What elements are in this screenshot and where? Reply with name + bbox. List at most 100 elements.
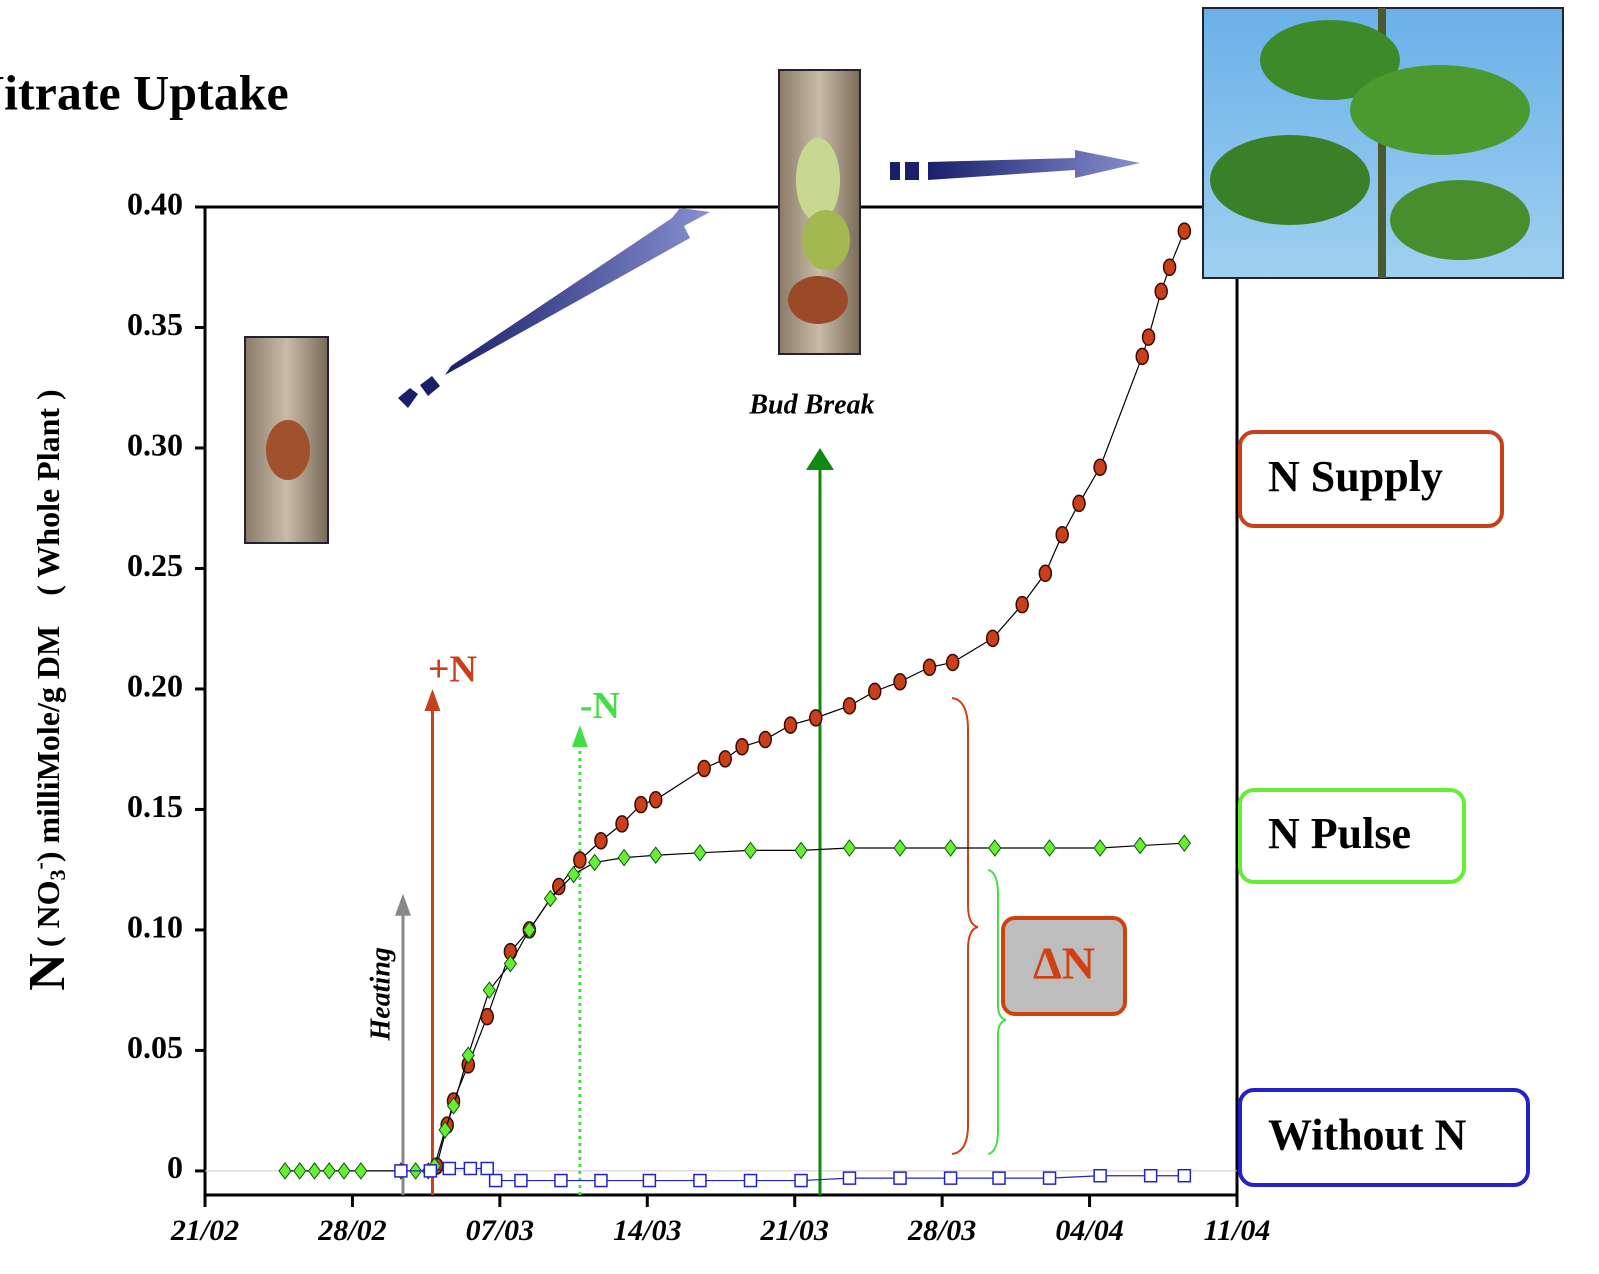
point: [794, 841, 808, 860]
event-arrow-head: [571, 725, 588, 748]
point: [522, 921, 536, 939]
event-label: Bud Break: [748, 389, 874, 420]
point: [552, 877, 566, 896]
point: [649, 846, 663, 865]
y-tick-label: 0.15: [127, 788, 183, 824]
point: [809, 709, 823, 727]
point: [943, 1171, 958, 1185]
series-line: [285, 842, 1185, 1172]
point: [482, 981, 496, 1000]
legend-box: [1238, 788, 1466, 884]
y-label-part: 3: [45, 870, 70, 881]
legend-box: [1238, 1088, 1530, 1187]
plot-frame: [203, 205, 1239, 1197]
legend-label: Without N: [1268, 1111, 1467, 1160]
y-tick-label: 0.05: [127, 1029, 183, 1065]
y-tick-label: 0.30: [127, 426, 183, 462]
point: [1072, 494, 1086, 513]
point: [594, 832, 608, 850]
point: [1015, 595, 1029, 614]
photo-plant: [1202, 7, 1564, 279]
event-label: Heating: [365, 947, 396, 1041]
delta-label: ΔN: [1033, 938, 1095, 989]
point: [446, 1097, 461, 1115]
y-tick-label: 0.40: [127, 185, 183, 221]
point: [943, 839, 958, 857]
y-tick-label: 0.20: [127, 667, 183, 703]
x-tick-label: 14/03: [613, 1214, 681, 1247]
y-label-part: ( NO: [30, 881, 66, 948]
point: [337, 1162, 351, 1180]
brace-n-supply: [951, 697, 979, 1155]
point: [988, 839, 1002, 857]
point: [893, 1171, 907, 1185]
x-tick-label: 07/03: [466, 1214, 534, 1247]
event-arrow-head: [424, 688, 441, 711]
point: [1177, 834, 1191, 853]
y-tick-label: 0.35: [127, 306, 183, 342]
point: [514, 1173, 528, 1188]
point: [1093, 839, 1107, 857]
y-label-part: N: [19, 953, 76, 991]
point: [758, 730, 772, 749]
point: [893, 839, 907, 857]
point: [1143, 1168, 1158, 1183]
point: [783, 716, 798, 734]
point: [642, 1173, 657, 1188]
point: [693, 843, 707, 862]
point: [1042, 839, 1057, 857]
photo-bud-break: [778, 69, 861, 355]
point: [893, 672, 907, 691]
y-tick-label: 0.10: [127, 908, 183, 944]
point: [992, 1171, 1006, 1185]
point: [461, 1046, 475, 1065]
point: [1154, 282, 1168, 301]
legend-label: N Supply: [1268, 452, 1443, 501]
point: [1093, 1168, 1107, 1183]
y-label-part: ) milliMole/g DM: [30, 626, 66, 862]
point: [442, 1161, 457, 1176]
arrow-to-plant: [890, 150, 1140, 180]
point: [394, 1164, 408, 1178]
point: [842, 1171, 857, 1185]
point: [354, 1162, 368, 1180]
point: [634, 795, 648, 814]
point: [438, 1121, 452, 1139]
point: [594, 1173, 608, 1188]
point: [648, 791, 663, 809]
point: [867, 682, 882, 701]
point: [307, 1162, 322, 1180]
point: [488, 1173, 503, 1188]
point: [743, 1173, 758, 1188]
point: [278, 1162, 292, 1180]
legend-label: N Pulse: [1268, 809, 1411, 858]
point: [842, 839, 857, 857]
point: [503, 954, 518, 973]
y-axis-label: N ( NO3-) milliMole/g DM ( Whole Plant ): [19, 389, 76, 990]
point: [697, 759, 711, 778]
x-tick-label: 04/04: [1055, 1214, 1123, 1247]
event-arrow-head: [394, 893, 411, 916]
event-label: -N: [580, 685, 620, 727]
x-tick-label: 28/02: [317, 1214, 386, 1247]
arrow-to-budbreak: [398, 208, 710, 408]
point: [573, 851, 587, 869]
point: [1038, 564, 1053, 583]
y-tick-label: 0: [167, 1149, 183, 1185]
x-tick-label: 21/03: [760, 1214, 829, 1247]
y-label-part: -: [27, 862, 52, 869]
y-tick-label: 0.25: [127, 547, 183, 583]
x-tick-label: 28/03: [907, 1214, 976, 1247]
legend-box: [1238, 430, 1504, 528]
series-line: [436, 230, 1185, 1167]
point: [423, 1164, 438, 1178]
event-label: +N: [428, 649, 477, 691]
point: [693, 1173, 707, 1188]
point: [322, 1162, 336, 1180]
point: [617, 848, 631, 867]
point: [463, 1161, 478, 1176]
brace-n-pulse: [987, 869, 1007, 1155]
point: [1177, 222, 1192, 240]
